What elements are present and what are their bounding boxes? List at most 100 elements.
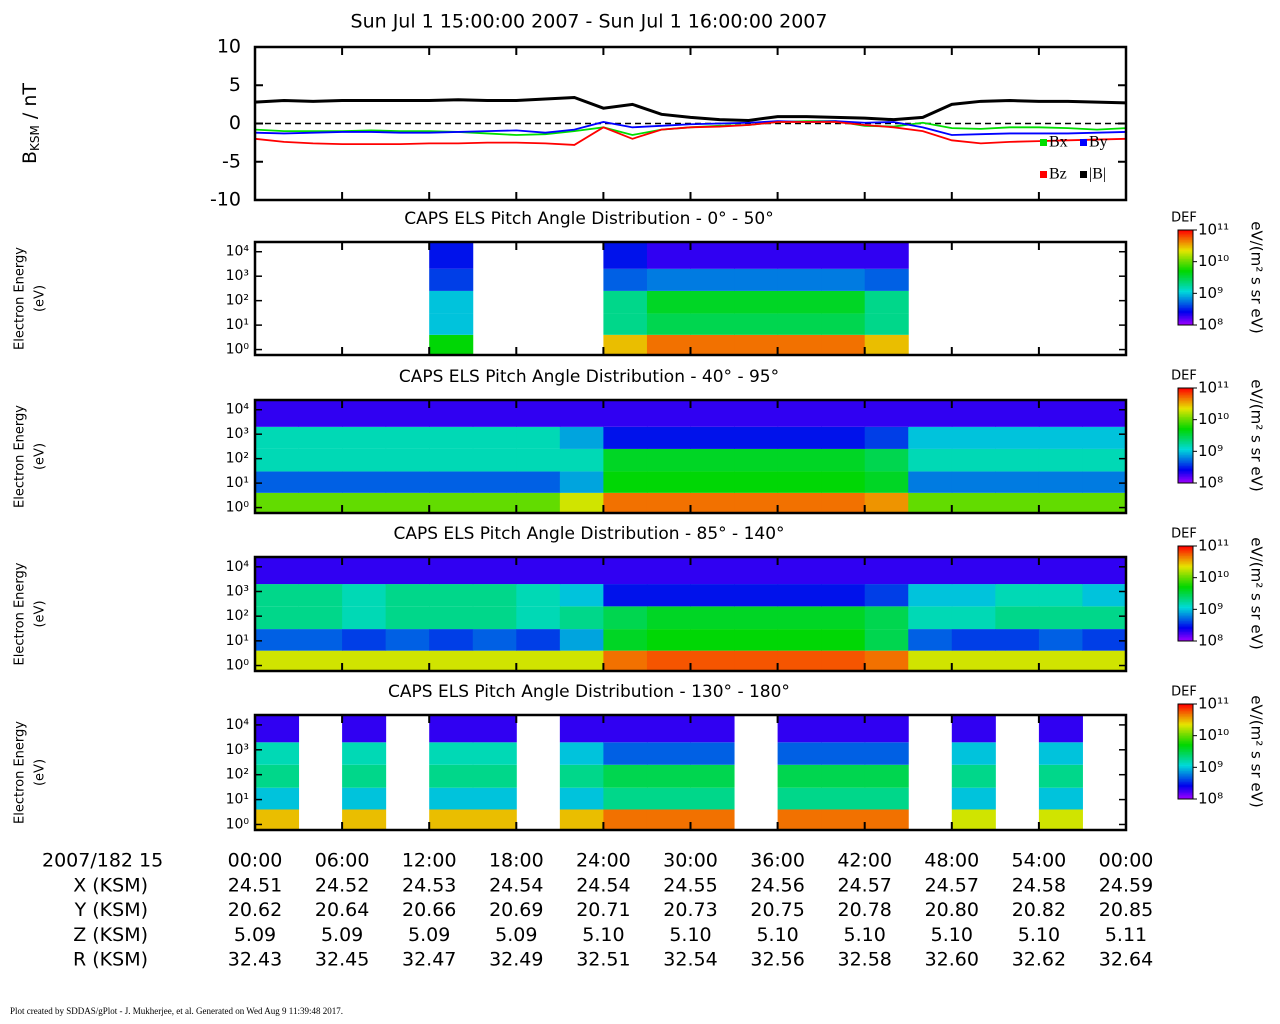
heatmap-cell [646, 471, 691, 493]
colorbar-step [1178, 601, 1193, 604]
colorbar-step [1178, 467, 1193, 470]
colorbar-step [1178, 293, 1193, 296]
colorbar-step [1178, 599, 1193, 602]
heatmap-cell [864, 584, 909, 607]
heatmap-cell [1082, 650, 1127, 671]
ephemeris-value: 32.60 [925, 949, 979, 971]
colorbar-step [1178, 395, 1193, 398]
heatmap-cell [429, 400, 474, 427]
heatmap-cell [777, 492, 822, 513]
colorbar-step [1178, 797, 1193, 800]
colorbar-step [1178, 399, 1193, 402]
colorbar-step [1178, 569, 1193, 572]
ephemeris-value: 5.10 [844, 924, 886, 946]
heatmap-cell [821, 492, 866, 513]
heatmap-cell [429, 606, 474, 630]
heatmap-cell [255, 787, 300, 810]
colorbar-step [1178, 713, 1193, 716]
colorbar-step [1178, 323, 1193, 326]
y-axis-label: (eV) [33, 285, 48, 312]
heatmap-cell [472, 492, 517, 513]
heatmap-cell [821, 809, 866, 830]
heatmap-cell [864, 426, 909, 449]
colorbar-step [1178, 582, 1193, 585]
ephemeris-value: 20.71 [576, 899, 630, 921]
colorbar-step [1178, 460, 1193, 463]
colorbar-step [1178, 751, 1193, 754]
colorbar-label: DEF [1171, 369, 1197, 384]
heatmap-cell [864, 492, 909, 513]
x-tick-label: 00:00 [1099, 850, 1154, 872]
y-tick-label: 10⁰ [226, 658, 250, 674]
heatmap-cell [1038, 557, 1083, 585]
heatmap-cell [777, 650, 822, 671]
colorbar-step [1178, 783, 1193, 786]
colorbar-step [1178, 302, 1193, 305]
colorbar-step [1178, 473, 1193, 476]
panel-title: CAPS ELS Pitch Angle Distribution - 0° -… [404, 209, 773, 229]
heatmap-cell [690, 492, 735, 513]
x-tick-label: 48:00 [924, 850, 979, 872]
y-axis-label: (eV) [33, 443, 48, 470]
heatmap-cell [385, 557, 430, 585]
ephemeris-value: 20.62 [228, 899, 282, 921]
colorbar-tick-label: 10¹¹ [1198, 695, 1229, 713]
colorbar-step [1178, 756, 1193, 759]
colorbar-step [1178, 250, 1193, 253]
heatmap-cell [995, 448, 1040, 472]
x-tick-label: 54:00 [1012, 850, 1067, 872]
colorbar-step [1178, 310, 1193, 313]
heatmap-cell [559, 606, 604, 630]
ephemeris-value: 5.10 [669, 924, 711, 946]
heatmap-cell [646, 426, 691, 449]
x-tick-label: 00:00 [228, 850, 283, 872]
chart-title: Sun Jul 1 15:00:00 2007 - Sun Jul 1 16:0… [351, 11, 828, 33]
heatmap-cell [1082, 584, 1127, 607]
heatmap-cell [385, 448, 430, 472]
y-tick-label: 10² [226, 293, 249, 309]
colorbar-step [1178, 435, 1193, 438]
ephemeris-value: 5.09 [321, 924, 363, 946]
x-tick-label: 30:00 [663, 850, 718, 872]
colorbar-step [1178, 634, 1193, 637]
colorbar-tick-label: 10⁹ [1198, 600, 1223, 618]
heatmap-cell [864, 809, 909, 830]
heatmap-cell [255, 809, 300, 830]
colorbar-step [1178, 313, 1193, 316]
heatmap-cell [472, 629, 517, 651]
heatmap-cell [342, 426, 387, 449]
legend-swatch [1080, 171, 1087, 178]
x-tick-label: 12:00 [402, 850, 457, 872]
heatmap-cell [342, 606, 387, 630]
heatmap-cell [734, 334, 779, 355]
heatmap-cell [603, 268, 648, 291]
colorbar-step [1178, 574, 1193, 577]
heatmap-cell [1038, 400, 1083, 427]
colorbar-step [1178, 315, 1193, 318]
heatmap-cell [559, 715, 604, 743]
heatmap-cell [516, 650, 561, 671]
colorbar-step [1178, 767, 1193, 770]
colorbar-step [1178, 734, 1193, 737]
colorbar-step [1178, 476, 1193, 479]
colorbar-step [1178, 591, 1193, 594]
ephemeris-value: 32.58 [837, 949, 891, 971]
heatmap-cell [298, 606, 343, 630]
colorbar-step [1178, 403, 1193, 406]
colorbar-step [1178, 639, 1193, 642]
colorbar-step [1178, 721, 1193, 724]
heatmap-cell [516, 492, 561, 513]
colorbar-step [1178, 557, 1193, 560]
y-tick-label: 10³ [226, 742, 249, 758]
ephemeris-value: 24.57 [837, 875, 891, 897]
heatmap-cell [951, 764, 996, 788]
heatmap-cell [777, 400, 822, 427]
heatmap-cell [995, 629, 1040, 651]
heatmap-cell [777, 334, 822, 355]
heatmap-cell [821, 290, 866, 314]
heatmap-cell [603, 448, 648, 472]
heatmap-cell [690, 629, 735, 651]
ephemeris-value: 20.85 [1099, 899, 1153, 921]
heatmap-cell [472, 764, 517, 788]
ephemeris-value: 24.52 [315, 875, 369, 897]
